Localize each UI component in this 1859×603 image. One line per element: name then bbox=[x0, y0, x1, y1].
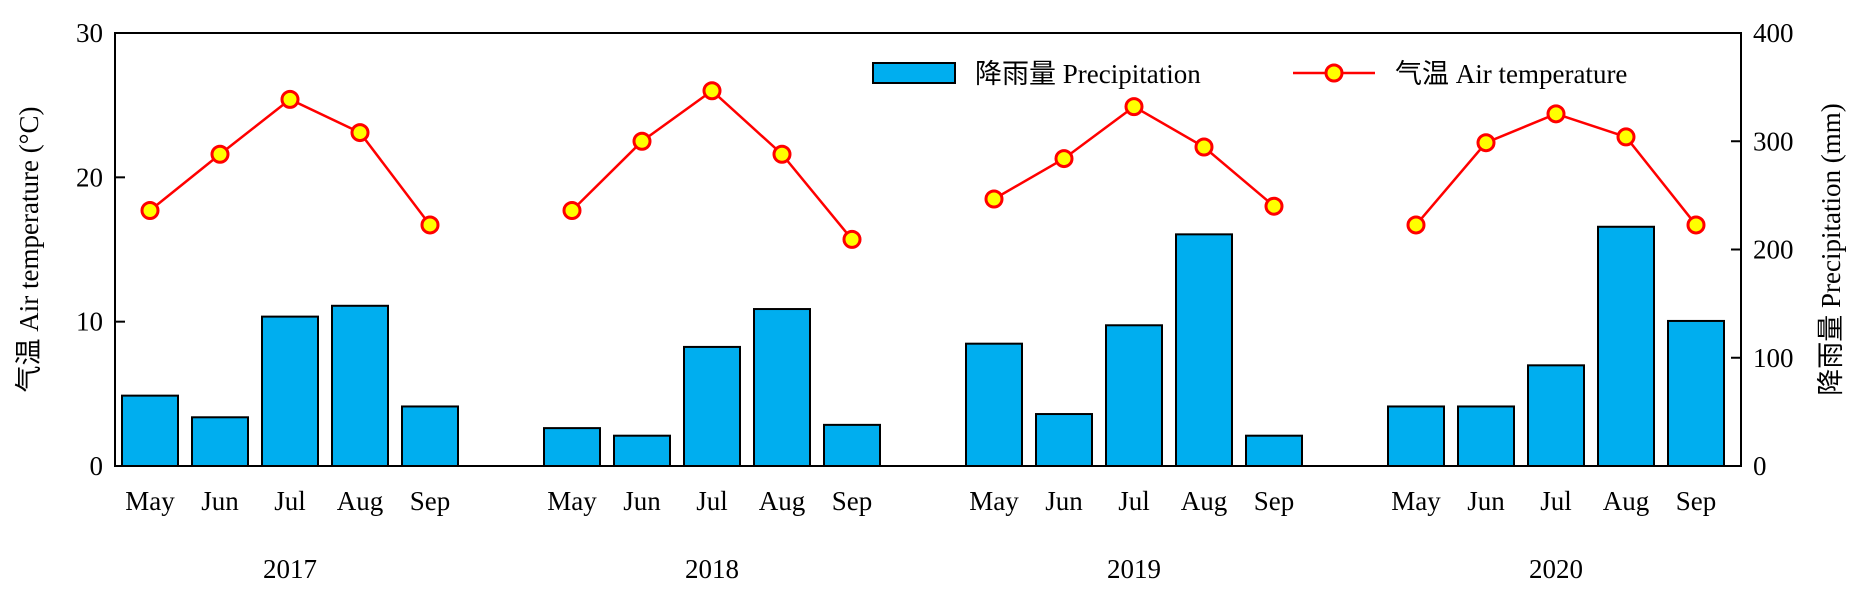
month-label: Sep bbox=[410, 486, 451, 516]
temperature-point-2020-sep bbox=[1686, 215, 1706, 235]
precipitation-bar-2019-sep bbox=[1245, 434, 1303, 468]
temperature-point-2020-jul bbox=[1546, 104, 1566, 124]
temperature-lines bbox=[140, 81, 1706, 249]
right-tick-label: 100 bbox=[1753, 343, 1794, 373]
left-tick-label: 0 bbox=[90, 451, 104, 481]
legend: 降雨量 Precipitation 气温 Air temperature bbox=[872, 59, 1627, 89]
precipitation-bar-2018-may bbox=[543, 427, 601, 467]
temperature-point-2020-jun bbox=[1476, 133, 1496, 153]
temperature-point-2020-aug bbox=[1616, 127, 1636, 147]
precipitation-bar-2019-jun bbox=[1035, 413, 1093, 468]
legend-precipitation-label: 降雨量 Precipitation bbox=[975, 59, 1201, 89]
precipitation-bar-2018-sep bbox=[823, 423, 881, 467]
month-label: Sep bbox=[1254, 486, 1295, 516]
right-tick-label: 200 bbox=[1753, 235, 1794, 265]
temperature-point-2018-aug bbox=[772, 144, 792, 164]
month-label: Jun bbox=[201, 486, 239, 516]
temperature-line-2020 bbox=[1415, 112, 1697, 226]
month-label: May bbox=[547, 486, 597, 516]
left-tick-label: 30 bbox=[76, 18, 103, 48]
temperature-point-2017-jul bbox=[280, 89, 300, 109]
precipitation-bar-2020-jul bbox=[1527, 364, 1585, 468]
temperature-point-2017-jun bbox=[210, 144, 230, 164]
precipitation-bar-2018-jul bbox=[683, 345, 741, 467]
temperature-line-2019 bbox=[993, 105, 1275, 208]
month-label: Jul bbox=[274, 486, 306, 516]
year-label: 2019 bbox=[1107, 554, 1161, 584]
month-label: Jul bbox=[1118, 486, 1150, 516]
temperature-point-2017-sep bbox=[420, 215, 440, 235]
legend-temperature-label: 气温 Air temperature bbox=[1395, 59, 1627, 89]
precipitation-bars bbox=[121, 225, 1725, 468]
month-label: May bbox=[125, 486, 175, 516]
month-label: Aug bbox=[337, 486, 384, 516]
month-label: Jul bbox=[1540, 486, 1572, 516]
precipitation-bar-2019-may bbox=[965, 342, 1023, 467]
left-tick-label: 10 bbox=[76, 307, 103, 337]
precipitation-bar-2017-sep bbox=[401, 405, 459, 467]
precipitation-bar-2020-sep bbox=[1667, 319, 1725, 467]
right-tick-label: 0 bbox=[1753, 451, 1767, 481]
temperature-point-2018-sep bbox=[842, 229, 862, 249]
precipitation-bar-2018-jun bbox=[613, 434, 671, 468]
temperature-point-2017-aug bbox=[350, 123, 370, 143]
month-label: Jun bbox=[1467, 486, 1505, 516]
right-tick-label: 400 bbox=[1753, 18, 1794, 48]
temperature-point-2017-may bbox=[140, 201, 160, 221]
temperature-line-2017 bbox=[149, 97, 431, 226]
precipitation-bar-2020-aug bbox=[1597, 225, 1655, 467]
year-label: 2017 bbox=[263, 554, 317, 584]
precipitation-bar-2017-jul bbox=[261, 315, 319, 467]
month-label: May bbox=[1391, 486, 1441, 516]
temperature-point-2019-sep bbox=[1264, 196, 1284, 216]
temperature-point-2019-jun bbox=[1054, 149, 1074, 169]
month-label: May bbox=[969, 486, 1019, 516]
month-label: Aug bbox=[1603, 486, 1650, 516]
precipitation-bar-2020-may bbox=[1387, 405, 1445, 467]
precipitation-bar-2017-aug bbox=[331, 304, 389, 468]
left-tick-label: 20 bbox=[76, 162, 103, 192]
temperature-point-2020-may bbox=[1406, 215, 1426, 235]
precipitation-bar-2017-jun bbox=[191, 416, 249, 468]
temperature-point-2019-aug bbox=[1194, 137, 1214, 157]
precipitation-bar-2017-may bbox=[121, 394, 179, 468]
temperature-point-2019-may bbox=[984, 189, 1004, 209]
month-label: Sep bbox=[832, 486, 873, 516]
year-label: 2020 bbox=[1529, 554, 1583, 584]
month-label: Aug bbox=[759, 486, 806, 516]
month-label: Sep bbox=[1676, 486, 1717, 516]
temperature-point-2018-jun bbox=[632, 131, 652, 151]
temperature-point-2018-may bbox=[562, 201, 582, 221]
precipitation-bar-2020-jun bbox=[1457, 405, 1515, 467]
right-axis-title: 降雨量 Precipitation (mm) bbox=[1816, 103, 1846, 395]
right-tick-label: 300 bbox=[1753, 126, 1794, 156]
legend-temperature-marker bbox=[1324, 63, 1344, 83]
temperature-point-2018-jul bbox=[702, 81, 722, 101]
precipitation-bar-2019-aug bbox=[1175, 233, 1233, 467]
precipitation-bar-2019-jul bbox=[1105, 324, 1163, 467]
temperature-point-2019-jul bbox=[1124, 97, 1144, 117]
legend-precipitation-swatch bbox=[872, 62, 956, 84]
temperature-line-2018 bbox=[571, 89, 853, 241]
month-label: Jun bbox=[1045, 486, 1083, 516]
year-label: 2018 bbox=[685, 554, 739, 584]
left-axis-title: 气温 Air temperature (°C) bbox=[14, 107, 44, 393]
precipitation-bar-2018-aug bbox=[753, 308, 811, 467]
month-label: Aug bbox=[1181, 486, 1228, 516]
month-label: Jun bbox=[623, 486, 661, 516]
month-label: Jul bbox=[696, 486, 728, 516]
